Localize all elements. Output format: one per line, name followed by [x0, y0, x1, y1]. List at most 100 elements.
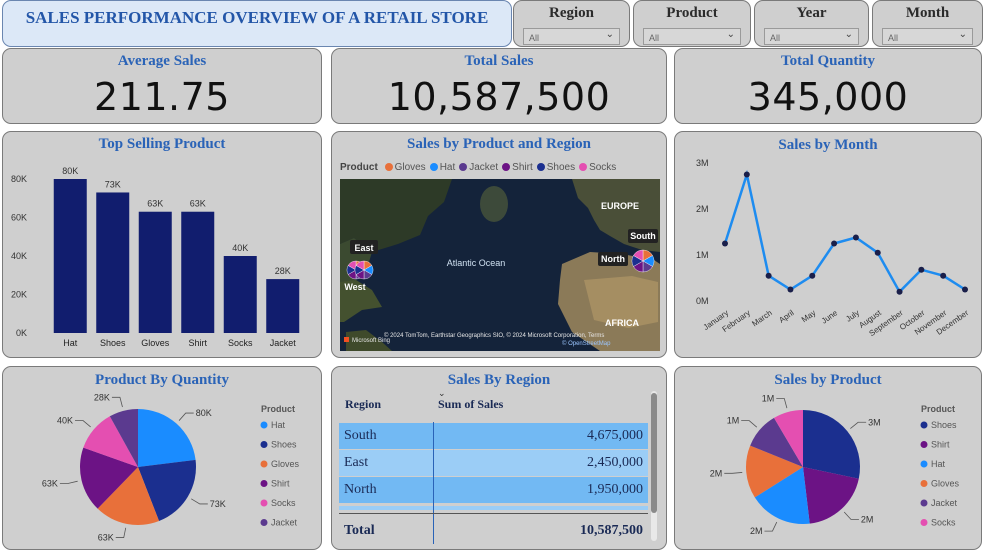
table-row[interactable]: East 2,450,000	[339, 450, 648, 476]
pie-slice[interactable]	[80, 447, 138, 509]
bar[interactable]	[223, 256, 257, 333]
line-point[interactable]	[765, 272, 772, 279]
kpi-total-sales-label: Total Sales	[464, 53, 534, 69]
bar[interactable]	[96, 192, 130, 333]
bar[interactable]	[138, 211, 172, 333]
table-header-region[interactable]: Region	[345, 397, 381, 411]
line-point[interactable]	[743, 171, 750, 178]
bar[interactable]	[181, 211, 215, 333]
x-tick-label: April	[777, 308, 795, 325]
line-point[interactable]	[852, 234, 859, 241]
line-series	[723, 169, 966, 294]
pie-slice[interactable]	[138, 409, 196, 467]
pie-leader-line	[75, 420, 91, 428]
pie-legend-label[interactable]: Hat	[271, 420, 286, 430]
pie-legend-label[interactable]: Hat	[931, 459, 946, 469]
line-point[interactable]	[962, 286, 968, 293]
slicer-product[interactable]: Product All ⌄	[633, 0, 751, 47]
pie-legend-label[interactable]: Gloves	[271, 459, 300, 469]
table-header-sales[interactable]: Sum of Sales	[438, 397, 504, 411]
line-point[interactable]	[722, 240, 728, 247]
pie-legend-marker	[260, 441, 268, 448]
chevron-down-icon: ⌄	[844, 29, 853, 40]
map-legend-item[interactable]: Socks	[579, 162, 616, 173]
slicer-product-dropdown[interactable]: All ⌄	[643, 28, 741, 45]
pie-legend-label[interactable]: Socks	[931, 518, 956, 528]
pie-legend-label[interactable]: Shoes	[271, 440, 297, 450]
map-legend-item[interactable]: Shirt	[502, 162, 533, 173]
map-legend-marker	[579, 163, 588, 171]
line-point[interactable]	[896, 288, 903, 295]
pie-legend-title: Product	[261, 404, 295, 414]
chevron-down-icon: ⌄	[726, 29, 735, 40]
line-point[interactable]	[831, 240, 838, 247]
bar[interactable]	[266, 279, 300, 333]
map-pie-slice[interactable]	[355, 260, 365, 271]
slicer-month-dropdown[interactable]: All ⌄	[882, 28, 973, 45]
line-point[interactable]	[940, 272, 947, 279]
map-legend-item[interactable]: Hat	[429, 162, 455, 173]
chevron-down-icon: ⌄	[605, 29, 614, 40]
line-point[interactable]	[918, 266, 925, 273]
pie-legend-label[interactable]: Socks	[271, 498, 296, 508]
pie-slice[interactable]	[138, 459, 196, 522]
table-row[interactable]: North 1,950,000	[339, 477, 648, 503]
slicer-product-value: All	[649, 33, 660, 43]
map-legend-label: Shoes	[546, 162, 576, 173]
table-cell-region: South	[344, 428, 377, 443]
table-scrollbar[interactable]	[651, 391, 657, 541]
map-land-gulf	[340, 280, 382, 322]
map-label-west: West	[344, 282, 365, 292]
pie-legend-label[interactable]: Jacket	[931, 498, 958, 508]
pie-legend-label[interactable]: Shirt	[271, 479, 290, 489]
line-point[interactable]	[809, 272, 816, 279]
bing-logo-icon	[344, 337, 349, 342]
pie-slice[interactable]	[746, 445, 803, 498]
table-title: Sales By Region	[447, 372, 551, 388]
map-title: Sales by Product and Region	[407, 136, 591, 152]
map-legend-label: Gloves	[394, 162, 426, 173]
map-legend-item[interactable]: Jacket	[459, 162, 498, 173]
map-legend-item[interactable]: Shoes	[536, 162, 576, 173]
slicer-year[interactable]: Year All ⌄	[754, 0, 869, 47]
slicer-region-dropdown[interactable]: All ⌄	[523, 28, 620, 45]
pie-slice[interactable]	[803, 467, 859, 524]
pie-slice[interactable]	[750, 417, 803, 467]
pie-slice[interactable]	[109, 409, 138, 467]
slicer-region-label: Region	[549, 5, 594, 21]
slicer-year-value: All	[770, 33, 781, 43]
table-row-partial	[339, 506, 648, 510]
map-legend-item[interactable]: Gloves	[384, 162, 426, 173]
table-scrollbar-thumb[interactable]	[651, 393, 657, 513]
pie-slice[interactable]	[803, 410, 860, 479]
sort-desc-icon[interactable]: ⌄	[438, 388, 446, 398]
product-by-quantity-panel: Product By Quantity 80K 73K 63K 63K 40K 28K Pr…	[2, 366, 322, 550]
bar[interactable]	[53, 179, 87, 333]
pie-legend-label[interactable]: Shoes	[931, 420, 957, 430]
kpi-average-sales: Average Sales 211.75	[2, 48, 322, 124]
map-land-south-america	[346, 330, 392, 351]
pie-legend-label[interactable]: Jacket	[271, 518, 298, 528]
sales-by-region-panel: Sales By Region Region ⌄ Sum of Sales So…	[331, 366, 667, 550]
map-label-south: South	[630, 231, 656, 241]
line-point[interactable]	[787, 286, 794, 293]
slicer-region[interactable]: Region All ⌄	[513, 0, 630, 47]
pie-quantity-chart: 80K 73K 63K 63K 40K 28K Product Hat Shoes Gloves S…	[42, 392, 300, 542]
map-view[interactable]: EUROPE Atlantic Ocean AFRICA East West N…	[332, 132, 667, 358]
slicer-month[interactable]: Month All ⌄	[872, 0, 983, 47]
map-pie-slice[interactable]	[347, 260, 357, 271]
map-legend-marker	[536, 163, 545, 171]
pie-legend-label[interactable]: Shirt	[931, 440, 950, 450]
pie-data-label: 2M	[750, 526, 763, 536]
pie-slice[interactable]	[774, 410, 803, 467]
pie-legend-label[interactable]: Gloves	[931, 479, 960, 489]
map-pie-markers[interactable]	[346, 249, 655, 280]
pie-slice[interactable]	[97, 467, 160, 525]
pie-slice[interactable]	[754, 467, 810, 524]
pie-leader-line	[111, 396, 123, 408]
table-row[interactable]: South 4,675,000	[339, 423, 648, 449]
line-point[interactable]	[874, 249, 881, 256]
slicer-year-dropdown[interactable]: All ⌄	[764, 28, 859, 45]
pie-slice[interactable]	[83, 416, 138, 467]
map-pie-slice[interactable]	[633, 249, 644, 262]
